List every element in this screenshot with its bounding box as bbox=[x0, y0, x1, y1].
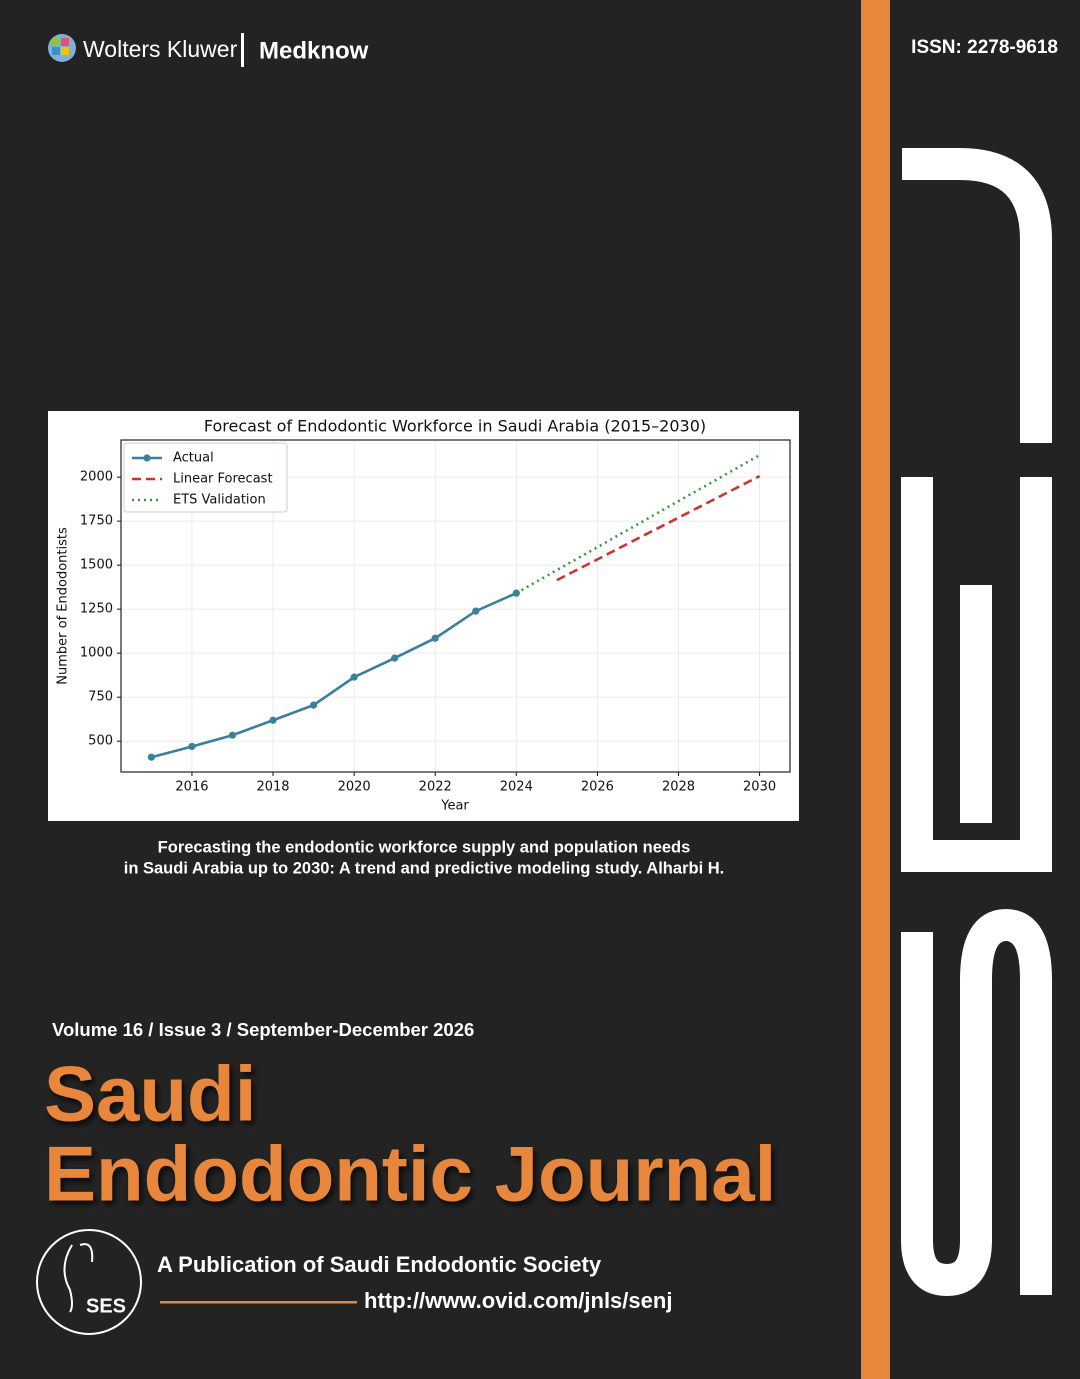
legend-label: Actual bbox=[173, 451, 214, 466]
publisher-logo-icon bbox=[48, 34, 76, 62]
publisher: Wolters Kluwer bbox=[83, 36, 238, 62]
x-tick-label: 2020 bbox=[338, 780, 371, 795]
chart-title: Forecast of Endodontic Workforce in Saud… bbox=[204, 417, 706, 436]
point bbox=[350, 673, 358, 681]
y-tick-label: 750 bbox=[88, 690, 113, 705]
y-tick-label: 500 bbox=[88, 734, 113, 749]
sej-letters bbox=[902, 148, 1052, 443]
x-tick-label: 2028 bbox=[662, 780, 695, 795]
journal-title: Saudi bbox=[44, 1050, 256, 1138]
caption: Forecasting the endodontic workforce sup… bbox=[158, 838, 691, 856]
issn: ISSN: 2278-9618 bbox=[911, 37, 1058, 58]
x-tick-label: 2026 bbox=[581, 780, 614, 795]
orange-band bbox=[861, 0, 890, 1379]
letter-e bbox=[901, 477, 1052, 872]
society-logo: SES bbox=[36, 1229, 142, 1335]
y-tick-label: 1000 bbox=[80, 646, 113, 661]
point bbox=[391, 654, 399, 662]
plot-frame bbox=[120, 439, 791, 773]
point bbox=[309, 701, 318, 709]
y-tick-label: 1250 bbox=[80, 602, 113, 617]
point bbox=[228, 731, 237, 739]
point bbox=[147, 753, 156, 761]
point bbox=[188, 742, 196, 751]
legend-label: Linear Forecast bbox=[173, 472, 273, 487]
journal-title: Endodontic Journal bbox=[44, 1130, 776, 1218]
caption: in Saudi Arabia up to 2030: A trend and … bbox=[124, 859, 725, 877]
x-tick-label: 2030 bbox=[743, 780, 776, 795]
legend-label: ETS Validation bbox=[173, 493, 266, 508]
x-axis-label: Year bbox=[440, 799, 469, 814]
series-line bbox=[151, 591, 517, 759]
url[interactable]: http://www.ovid.com/jnls/senj bbox=[364, 1288, 672, 1313]
point bbox=[269, 716, 277, 724]
x-tick-label: 2022 bbox=[419, 780, 452, 795]
url-rule bbox=[160, 1301, 357, 1304]
y-axis-label: Number of Endodontists bbox=[56, 527, 71, 685]
point bbox=[431, 634, 439, 642]
issue-info: Volume 16 / Issue 3 / September-December… bbox=[52, 1019, 474, 1040]
legend-box bbox=[123, 442, 288, 513]
imprint: Medknow bbox=[259, 37, 369, 64]
x-tick-label: 2016 bbox=[175, 780, 208, 795]
x-tick-label: 2024 bbox=[500, 780, 533, 795]
y-tick-label: 2000 bbox=[80, 470, 113, 485]
y-tick-label: 1750 bbox=[80, 514, 113, 529]
series-line bbox=[556, 474, 761, 582]
legend-marker bbox=[143, 454, 151, 462]
chart: Forecast of Endodontic Workforce in Saud… bbox=[48, 411, 799, 821]
letter-s bbox=[901, 908, 1052, 1297]
series-line bbox=[515, 454, 761, 595]
point bbox=[472, 607, 480, 615]
y-tick-label: 1500 bbox=[80, 558, 113, 573]
society-name: A Publication of Saudi Endodontic Societ… bbox=[157, 1252, 602, 1277]
divider bbox=[241, 33, 244, 67]
x-tick-label: 2018 bbox=[256, 780, 289, 795]
society-logo-text: SES bbox=[86, 1295, 126, 1317]
